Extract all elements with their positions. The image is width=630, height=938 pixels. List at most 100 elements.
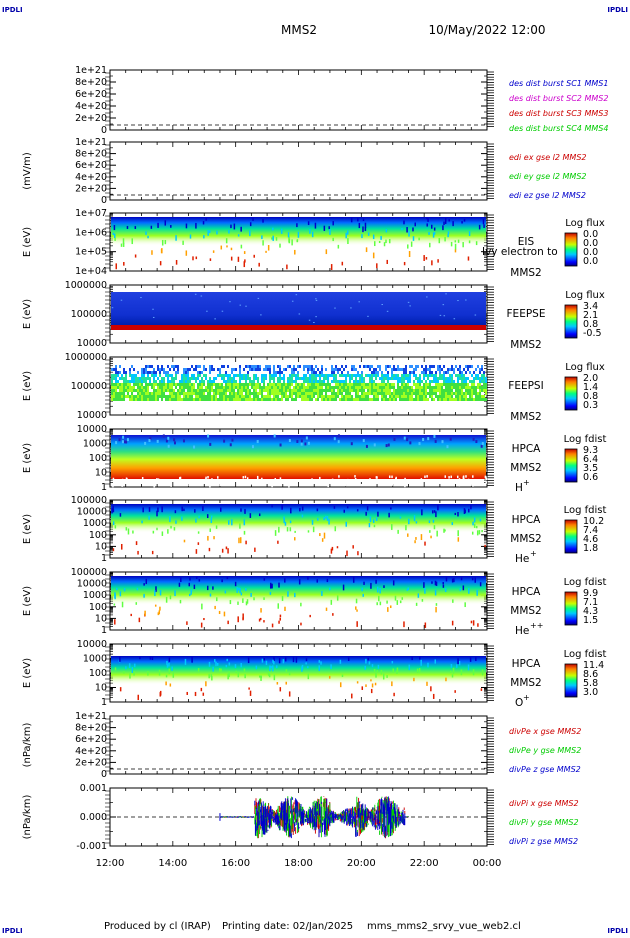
spectrogram-cell bbox=[191, 386, 193, 389]
spectrogram-cell bbox=[387, 389, 389, 392]
spectrogram-cell bbox=[425, 398, 427, 401]
colorbar-tick-label: 7.4 bbox=[583, 525, 598, 536]
spectrogram-gap bbox=[245, 479, 248, 482]
spectrogram-cell bbox=[161, 386, 163, 389]
spectrogram-cell bbox=[273, 398, 275, 401]
spectrogram-speck bbox=[328, 518, 330, 525]
spectrogram-cell bbox=[397, 383, 399, 386]
spectrogram-speck bbox=[276, 681, 279, 685]
spectrogram-cell bbox=[353, 386, 355, 389]
spectrogram-cell bbox=[161, 377, 163, 380]
spectrogram-cell bbox=[397, 386, 399, 389]
spectrogram-cell bbox=[467, 392, 469, 395]
spectrogram-cell bbox=[415, 365, 417, 368]
panel-divpe: (nPa/km)1e+218e+206e+204e+202e+200divPe … bbox=[22, 711, 581, 780]
spectrogram-speck bbox=[121, 440, 124, 444]
spectrogram-cell bbox=[267, 368, 269, 371]
spectrogram-cell bbox=[137, 383, 139, 386]
spectrogram-cell bbox=[153, 389, 155, 392]
spectrogram-cell bbox=[223, 392, 225, 395]
spectrogram-gap bbox=[301, 480, 304, 483]
spectrogram-cell bbox=[463, 368, 465, 371]
spectrogram-cell bbox=[307, 377, 309, 380]
spectrogram-speck bbox=[397, 529, 399, 534]
spectrogram-speck bbox=[250, 592, 252, 597]
spectrogram-speck bbox=[356, 609, 358, 612]
spectrogram-gap bbox=[274, 477, 277, 481]
spectrogram-cell bbox=[413, 371, 415, 374]
spectrogram-gap bbox=[380, 482, 382, 485]
spectrogram-cell bbox=[119, 377, 121, 380]
spectrogram-cell bbox=[401, 368, 403, 371]
y-axis-label: E (eV) bbox=[22, 514, 33, 544]
spectrogram-cell bbox=[461, 389, 463, 392]
spectrogram-gap bbox=[207, 475, 209, 479]
spectrogram-gap bbox=[354, 477, 357, 481]
spectrogram-cell bbox=[463, 380, 465, 383]
spectrogram-cell bbox=[191, 374, 193, 377]
spectrogram-speck bbox=[168, 662, 170, 667]
spectrogram-cell bbox=[433, 377, 435, 380]
spectrogram-speck bbox=[431, 224, 433, 229]
spectrogram-speck bbox=[444, 529, 446, 532]
spectrogram-gap bbox=[244, 475, 247, 479]
spectrogram-cell bbox=[305, 395, 307, 398]
spectrogram-speck bbox=[350, 217, 353, 223]
spectrogram-speck bbox=[411, 656, 413, 661]
spectrogram-cell bbox=[241, 383, 243, 386]
spectrogram-speck bbox=[239, 537, 242, 544]
spectrogram-gap bbox=[407, 480, 410, 483]
spectrogram-cell bbox=[383, 380, 385, 383]
spectrogram-speck bbox=[197, 668, 200, 672]
spectrogram-cell bbox=[415, 377, 417, 380]
spectrogram-cell bbox=[347, 374, 349, 377]
spectrogram-cell bbox=[145, 395, 147, 398]
spectrogram-cell bbox=[351, 386, 353, 389]
spectrogram-cell bbox=[443, 380, 445, 383]
spectrogram-cell bbox=[309, 389, 311, 392]
spectrogram-speck bbox=[298, 579, 301, 585]
spectrogram-cell bbox=[223, 374, 225, 377]
spectrogram-speck bbox=[237, 256, 240, 262]
spectrogram-speck bbox=[462, 242, 464, 248]
spectrogram-cell bbox=[135, 380, 137, 383]
spectrogram-cell bbox=[175, 386, 177, 389]
colorbar-tick-label: 10.2 bbox=[583, 516, 604, 527]
spectrogram-cell bbox=[219, 368, 221, 371]
spectrogram-cell bbox=[425, 389, 427, 392]
spectrogram-cell bbox=[325, 368, 327, 371]
spectrogram-cell bbox=[287, 398, 289, 401]
spectrogram-cell bbox=[115, 368, 117, 371]
spectrogram-cell bbox=[223, 389, 225, 392]
spectrogram-cell bbox=[267, 395, 269, 398]
spectrogram-cell bbox=[201, 371, 203, 374]
spectrogram-speck bbox=[273, 661, 275, 665]
spectrogram-gap bbox=[205, 476, 207, 480]
spectrogram-cell bbox=[211, 398, 213, 401]
spectrogram-cell bbox=[155, 395, 157, 398]
spectrogram-cell bbox=[189, 389, 191, 392]
spectrogram-cell bbox=[415, 386, 417, 389]
spectrogram-speck bbox=[401, 228, 403, 231]
spectrogram-cell bbox=[439, 371, 441, 374]
spectrogram-cell bbox=[453, 398, 455, 401]
spectrogram-cell bbox=[383, 398, 385, 401]
spectrogram-cell bbox=[203, 374, 205, 377]
spectrogram-cell bbox=[371, 380, 373, 383]
colorbar-title: Log flux bbox=[565, 218, 605, 229]
spectrogram-cell bbox=[137, 392, 139, 395]
spectrogram-speck bbox=[154, 604, 157, 607]
spectrogram-cell bbox=[217, 374, 219, 377]
spectrogram-cell bbox=[185, 368, 187, 371]
spectrogram-speck bbox=[143, 583, 145, 586]
spectrogram-cell bbox=[451, 380, 453, 383]
spectrogram-cell bbox=[153, 398, 155, 401]
spectrogram-speck bbox=[202, 692, 205, 696]
spectrogram-cell bbox=[387, 377, 389, 380]
spectrogram-speck bbox=[285, 669, 288, 672]
spectrogram-cell bbox=[385, 365, 387, 368]
spectrogram-cell bbox=[289, 365, 291, 368]
spectrogram-cell bbox=[203, 383, 205, 386]
spectrogram-speck bbox=[165, 681, 167, 686]
